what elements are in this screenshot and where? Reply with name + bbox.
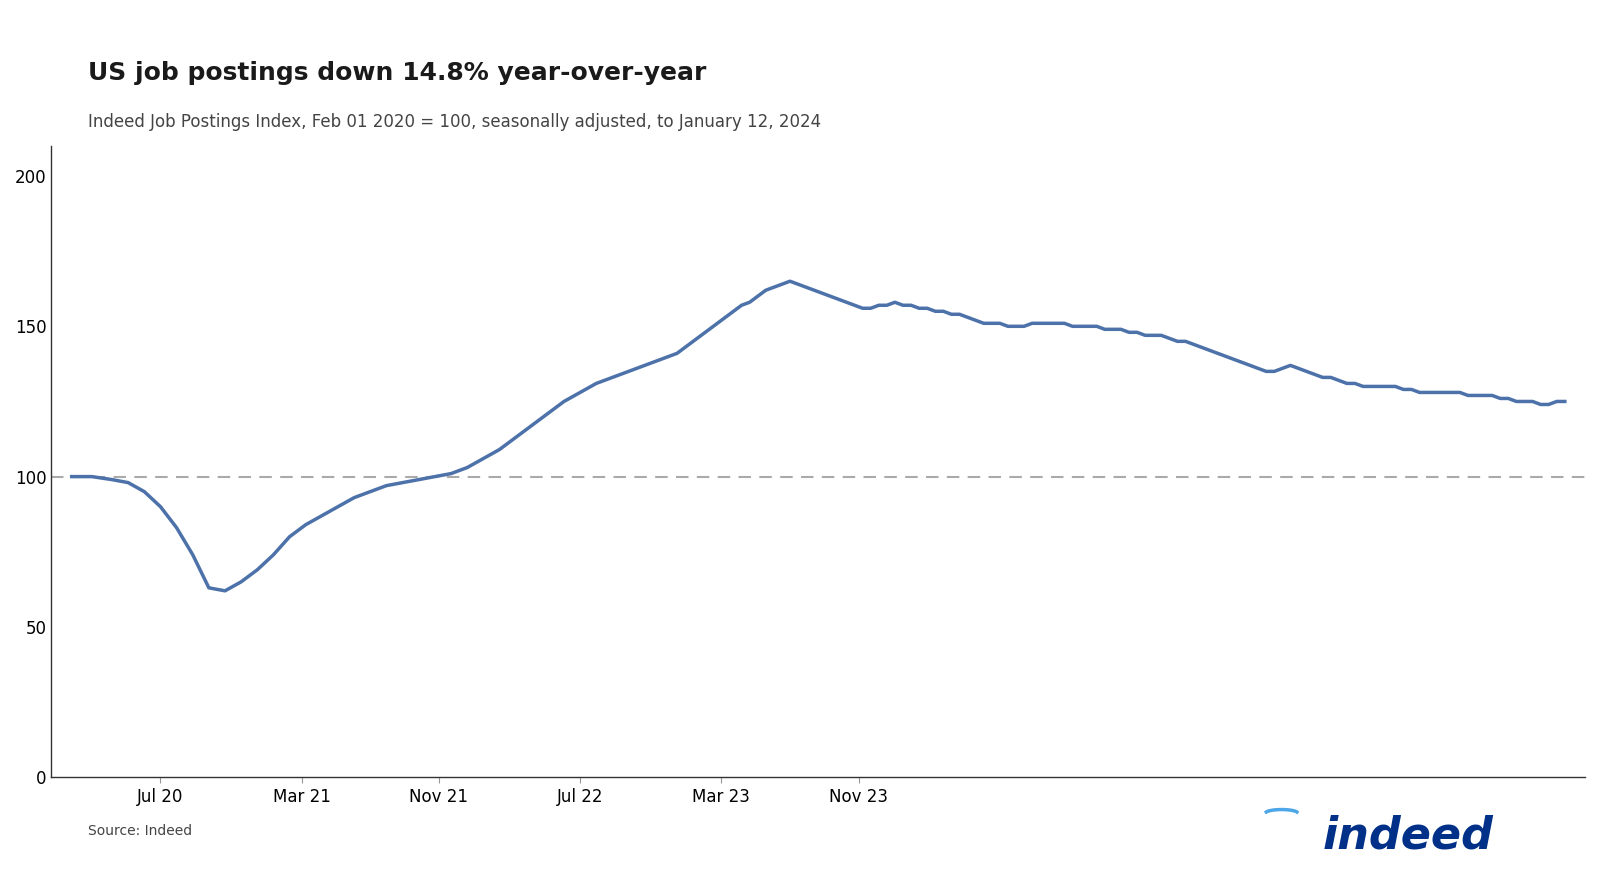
Text: Source: Indeed: Source: Indeed bbox=[88, 824, 192, 838]
Text: indeed: indeed bbox=[1323, 815, 1493, 858]
Text: Indeed Job Postings Index, Feb 01 2020 = 100, seasonally adjusted, to January 12: Indeed Job Postings Index, Feb 01 2020 =… bbox=[88, 113, 821, 132]
Text: US job postings down 14.8% year-over-year: US job postings down 14.8% year-over-yea… bbox=[88, 61, 706, 85]
